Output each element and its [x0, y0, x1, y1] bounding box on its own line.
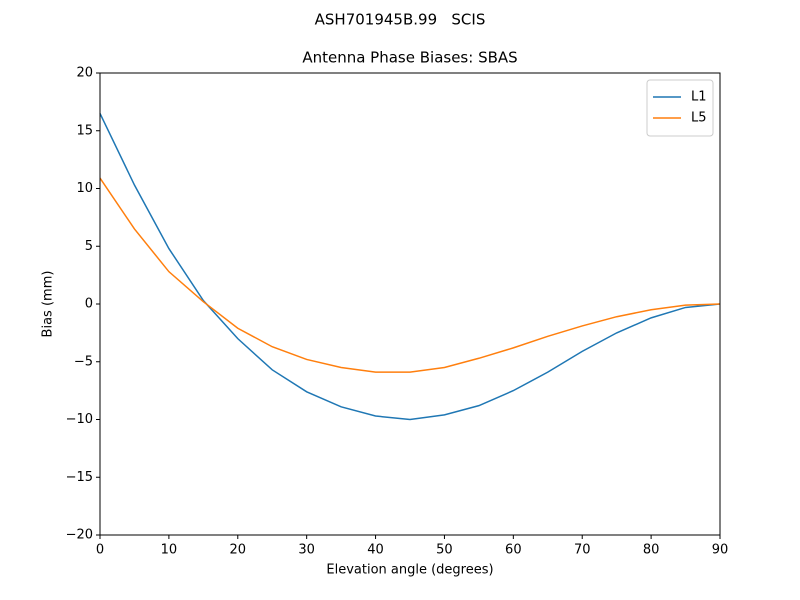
legend-box: [646, 79, 714, 137]
x-tick-label: 70: [574, 543, 591, 558]
x-tick-label: 20: [230, 543, 247, 558]
y-tick-label: −5: [74, 354, 93, 369]
chart-title: Antenna Phase Biases: SBAS: [302, 49, 517, 67]
y-tick-label: −10: [66, 412, 93, 427]
y-tick-label: 0: [85, 297, 93, 312]
line-series: [99, 113, 721, 421]
y-tick-label: 20: [76, 66, 93, 81]
plot-frame: [99, 72, 721, 536]
x-tick-label: 60: [505, 543, 522, 558]
legend-label: L1: [691, 90, 707, 105]
x-tick-label: 10: [161, 543, 178, 558]
y-axis-label: Bias (mm): [41, 271, 56, 338]
x-tick-label: 90: [712, 543, 729, 558]
x-tick-label: 30: [298, 543, 315, 558]
line-series: [99, 177, 721, 373]
x-tick-label: 0: [96, 543, 104, 558]
x-axis-label: Elevation angle (degrees): [326, 563, 493, 578]
y-tick-label: 15: [76, 123, 93, 138]
suptitle: ASH701945B.99 SCIS: [315, 11, 486, 29]
x-tick-label: 80: [643, 543, 660, 558]
y-tick-label: 5: [85, 239, 93, 254]
x-tick-label: 50: [436, 543, 453, 558]
y-tick-label: 10: [76, 181, 93, 196]
y-tick-label: −15: [66, 470, 93, 485]
legend-label: L5: [691, 111, 707, 126]
x-tick-label: 40: [367, 543, 384, 558]
y-tick-label: −20: [66, 528, 93, 543]
